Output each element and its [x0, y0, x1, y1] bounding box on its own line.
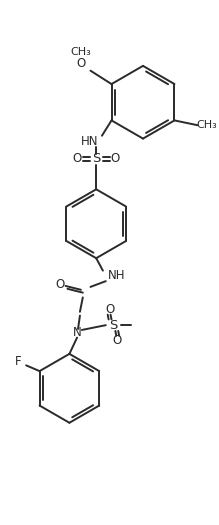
Text: O: O: [55, 278, 64, 291]
Text: NH: NH: [108, 269, 125, 282]
Text: O: O: [72, 152, 82, 165]
Text: F: F: [15, 355, 22, 368]
Text: S: S: [109, 319, 118, 332]
Text: HN: HN: [81, 135, 98, 148]
Text: O: O: [76, 57, 85, 69]
Text: O: O: [113, 334, 122, 347]
Text: O: O: [105, 303, 114, 317]
Text: CH₃: CH₃: [71, 47, 91, 57]
Text: CH₃: CH₃: [197, 120, 217, 130]
Text: N: N: [73, 327, 81, 339]
Text: S: S: [92, 152, 100, 165]
Text: O: O: [111, 152, 120, 165]
